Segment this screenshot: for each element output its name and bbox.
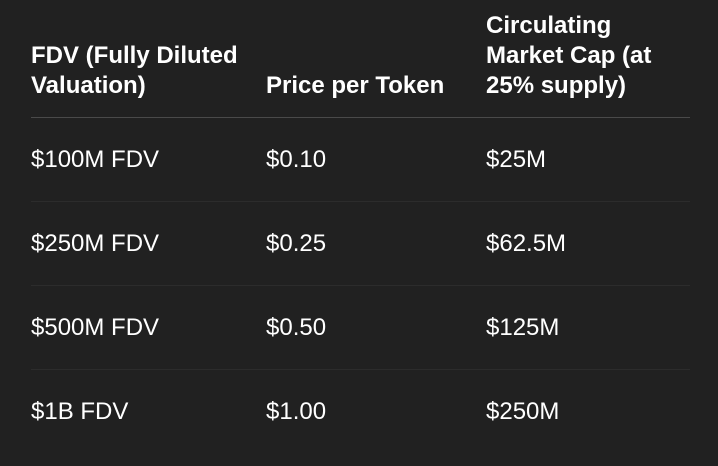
table-row: $500M FDV $0.50 $125M (31, 285, 690, 370)
cell-price: $0.50 (266, 285, 486, 370)
cell-fdv: $100M FDV (31, 117, 266, 202)
cell-market-cap: $125M (486, 285, 690, 370)
cell-price: $0.25 (266, 201, 486, 286)
table-body: $100M FDV $0.10 $25M $250M FDV $0.25 $62… (31, 117, 690, 454)
cell-fdv: $500M FDV (31, 285, 266, 370)
fdv-price-table: FDV (Fully Diluted Valuation) Price per … (31, 0, 690, 453)
table-row: $250M FDV $0.25 $62.5M (31, 201, 690, 286)
cell-price: $0.10 (266, 117, 486, 202)
cell-market-cap: $25M (486, 117, 690, 202)
table-header: FDV (Fully Diluted Valuation) Price per … (31, 0, 690, 118)
table-row: $100M FDV $0.10 $25M (31, 117, 690, 202)
fdv-table-container: FDV (Fully Diluted Valuation) Price per … (31, 0, 690, 453)
cell-price: $1.00 (266, 397, 327, 425)
cell-fdv: $1B FDV (31, 397, 129, 425)
cell-market-cap: $250M (486, 397, 560, 425)
header-fdv: FDV (Fully Diluted Valuation) (31, 0, 266, 118)
cell-fdv: $250M FDV (31, 201, 266, 286)
header-circulating-market-cap: Circulating Market Cap (at 25% supply) (486, 0, 690, 118)
table-row: $1B FDV $1.00 $250M (31, 370, 690, 454)
header-price-per-token: Price per Token (266, 0, 486, 118)
header-row: FDV (Fully Diluted Valuation) Price per … (31, 0, 690, 118)
cell-market-cap: $62.5M (486, 201, 690, 286)
